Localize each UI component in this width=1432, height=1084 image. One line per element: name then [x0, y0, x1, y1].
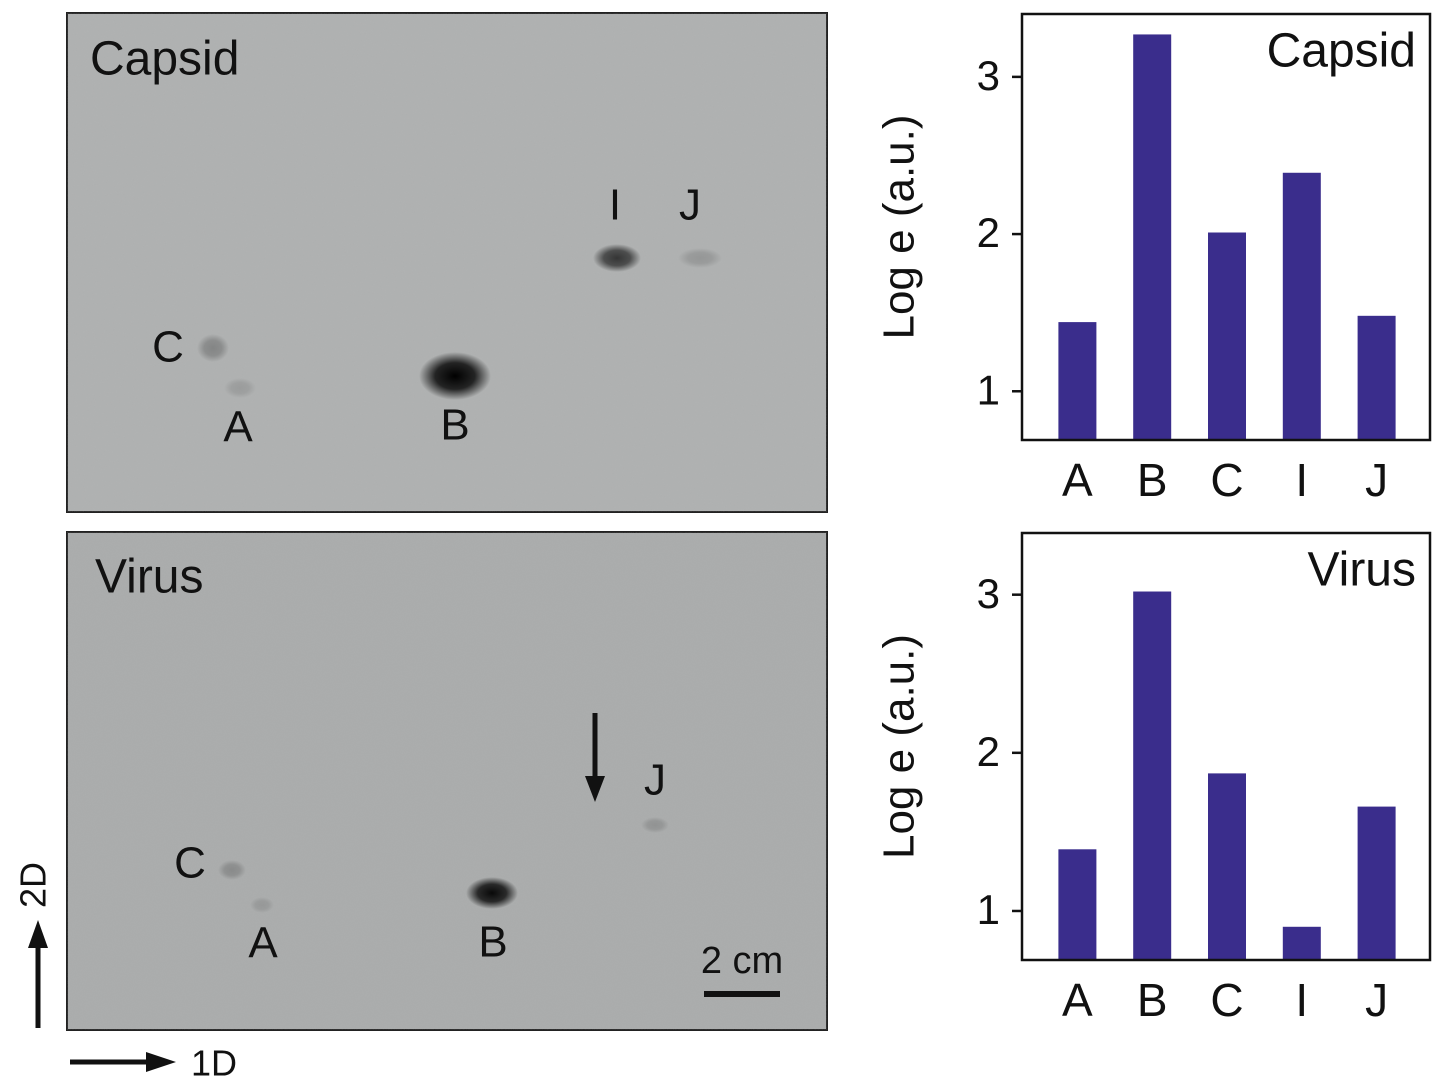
x-tick-label: B — [1137, 454, 1168, 506]
marker-arrow-head — [585, 776, 605, 802]
y-tick-label: 1 — [977, 886, 1000, 933]
gel-spot — [641, 817, 669, 833]
bar — [1357, 806, 1396, 960]
gel-title: Capsid — [90, 33, 239, 86]
spot-label: C — [174, 839, 206, 888]
direction-label: 2D — [13, 862, 54, 908]
x-tick-label: C — [1210, 974, 1243, 1026]
spot-label: J — [644, 756, 666, 805]
gel-spot — [678, 248, 722, 268]
x-tick-label: J — [1365, 974, 1388, 1026]
gel-spot — [197, 334, 229, 362]
direction-arrow-head — [28, 920, 48, 948]
chart-title: Capsid — [1267, 25, 1416, 78]
bar — [1208, 773, 1246, 960]
bar — [1357, 315, 1396, 440]
bar — [1282, 926, 1321, 960]
y-tick-label: 2 — [977, 209, 1000, 256]
bar — [1133, 591, 1172, 960]
bar — [1058, 322, 1097, 440]
y-axis-label: Log e (a.u.) — [875, 634, 924, 859]
plot-frame — [1020, 12, 1432, 442]
y-tick-label: 2 — [977, 728, 1000, 775]
y-axis-label: Log e (a.u.) — [875, 114, 924, 339]
y-tick-label: 1 — [977, 366, 1000, 413]
gel-spot — [218, 860, 246, 880]
spot-label: C — [152, 323, 184, 372]
chart-title: Virus — [1308, 544, 1417, 597]
y-tick-label: 3 — [977, 570, 1000, 617]
x-tick-label: I — [1295, 454, 1308, 506]
direction-label: 1D — [191, 1043, 237, 1084]
x-tick-label: C — [1210, 454, 1243, 506]
x-tick-label: J — [1365, 454, 1388, 506]
bar — [1058, 849, 1097, 960]
gel-spot — [419, 352, 491, 400]
spot-label: B — [478, 918, 507, 967]
bar — [1208, 232, 1246, 440]
plot-frame — [1020, 531, 1432, 962]
gel-spot — [250, 897, 274, 913]
bar — [1282, 172, 1321, 441]
spot-label: J — [679, 181, 701, 230]
gel-spot — [593, 244, 641, 272]
spot-label: A — [223, 403, 253, 452]
x-tick-label: A — [1062, 974, 1093, 1026]
gel-title: Virus — [95, 551, 204, 604]
gel-spot — [466, 877, 518, 909]
scale-bar-label: 2 cm — [701, 940, 783, 982]
spot-label: B — [440, 401, 469, 450]
spot-label: I — [609, 181, 621, 230]
direction-arrow-head — [146, 1052, 176, 1072]
x-tick-label: I — [1295, 974, 1308, 1026]
gel-texture — [67, 532, 827, 1030]
bar — [1133, 34, 1172, 440]
spot-label: A — [248, 919, 278, 968]
x-tick-label: A — [1062, 454, 1093, 506]
x-tick-label: B — [1137, 974, 1168, 1026]
gel-spot — [224, 378, 256, 398]
y-tick-label: 3 — [977, 52, 1000, 99]
